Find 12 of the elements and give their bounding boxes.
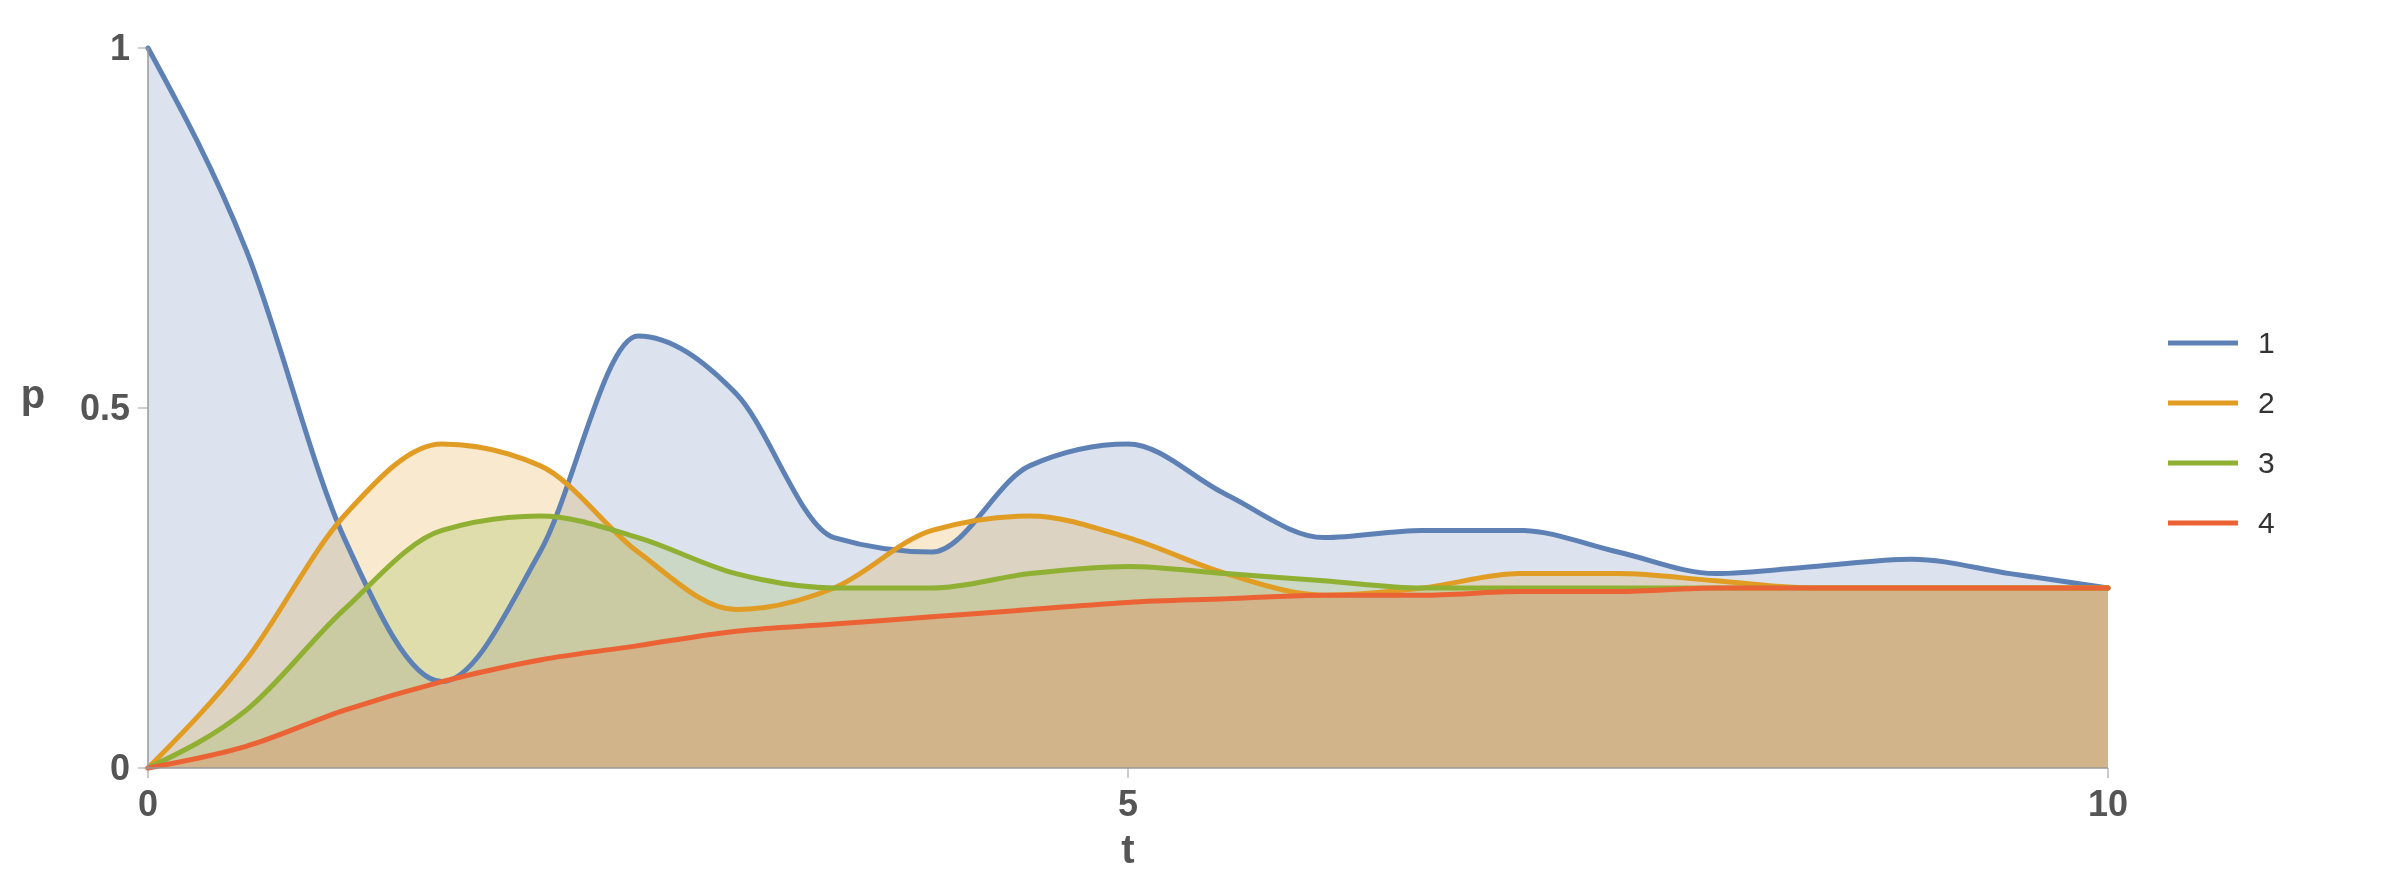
legend-label: 1 (2258, 326, 2275, 359)
legend-label: 3 (2258, 446, 2275, 479)
x-tick-label: 0 (137, 783, 159, 824)
y-axis-title: p (20, 372, 46, 416)
x-tick-label: 5 (1117, 783, 1139, 824)
x-tick-label: 10 (2087, 783, 2129, 824)
y-tick-label: 1 (109, 27, 130, 68)
legend-label: 4 (2258, 506, 2275, 539)
y-tick-label: 0.5 (79, 387, 130, 428)
y-tick-label: 0 (109, 747, 130, 788)
legend-label: 2 (2258, 386, 2275, 419)
x-axis-title: t (1121, 827, 1135, 871)
